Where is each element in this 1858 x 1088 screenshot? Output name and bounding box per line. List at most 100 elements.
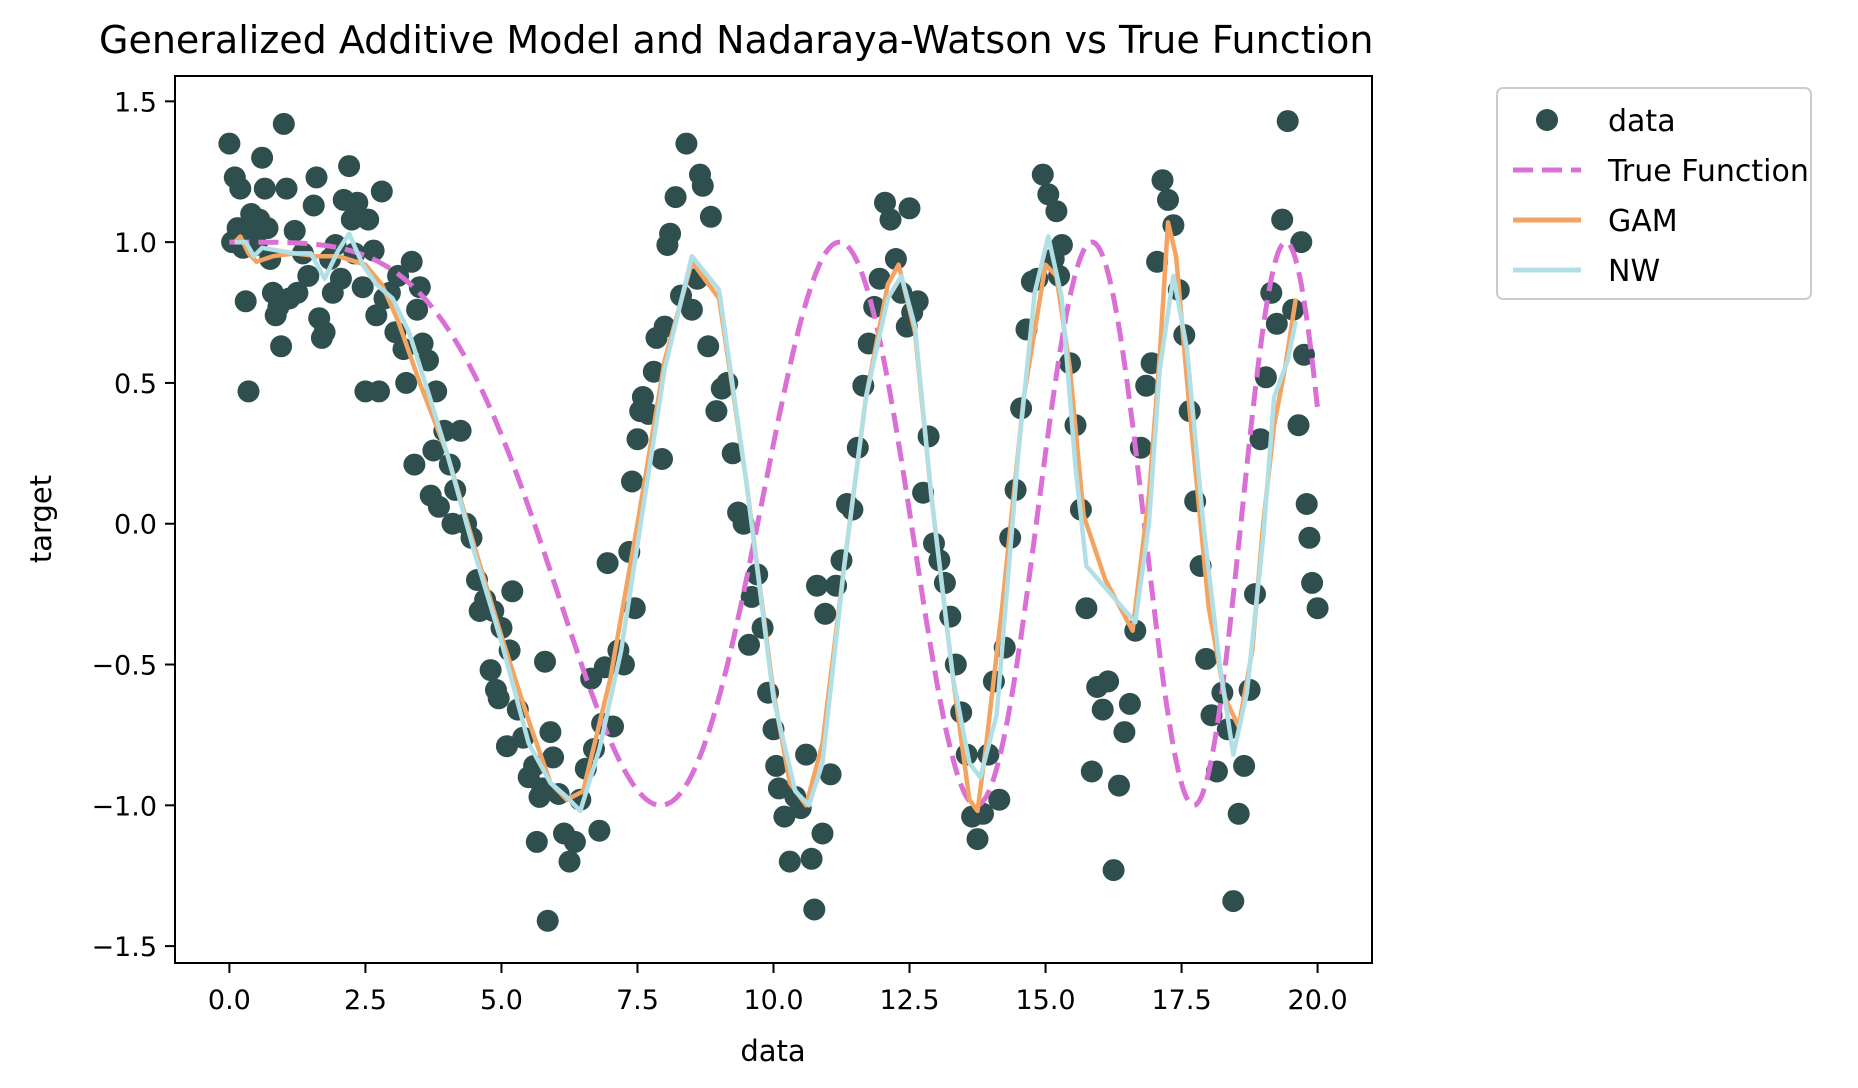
- x-axis-ticks: 0.0 2.5 5.0 7.5 10.0 12.5 15.0 17.5 20.0: [208, 963, 1348, 1016]
- data-point: [879, 208, 902, 231]
- data-point: [1265, 312, 1288, 335]
- data-point: [563, 830, 586, 853]
- data-point: [417, 349, 439, 372]
- data-point: [495, 735, 518, 758]
- data-point: [400, 250, 423, 273]
- data-point: [338, 155, 361, 178]
- data-point: [1050, 234, 1073, 256]
- data-point: [1233, 754, 1256, 777]
- x-tick-label: 15.0: [1015, 985, 1075, 1016]
- data-point: [449, 419, 472, 442]
- legend-label: data: [1608, 104, 1676, 139]
- y-tick-label: 0.0: [114, 510, 157, 541]
- data-point: [966, 828, 989, 851]
- data-point: [1102, 859, 1125, 882]
- legend-item: True Function: [1513, 154, 1809, 189]
- data-point: [806, 574, 828, 597]
- y-tick-label: −0.5: [91, 651, 157, 682]
- data-point: [1271, 208, 1294, 231]
- data-point: [1295, 493, 1318, 515]
- legend-item: GAM: [1513, 204, 1678, 239]
- data-point: [370, 180, 393, 203]
- data-point: [237, 380, 260, 403]
- data-point: [1195, 647, 1218, 670]
- data-point: [767, 777, 790, 800]
- data-point: [1037, 183, 1060, 206]
- data-point: [721, 442, 744, 465]
- data-point: [340, 208, 363, 231]
- data-point: [800, 847, 823, 870]
- chart-title: Generalized Additive Model and Nadaraya-…: [99, 18, 1373, 62]
- data-point: [664, 186, 687, 209]
- legend-label: GAM: [1608, 204, 1678, 239]
- data-point: [1097, 670, 1120, 693]
- data-point: [659, 222, 682, 245]
- data-point: [362, 239, 385, 262]
- data-point: [1045, 200, 1068, 223]
- data-point: [218, 132, 241, 155]
- data-point: [422, 439, 445, 462]
- data-point: [406, 298, 429, 321]
- series-layer: [218, 110, 1329, 932]
- data-point: [272, 112, 295, 135]
- data-point: [542, 746, 565, 769]
- data-point: [738, 633, 760, 656]
- data-point: [778, 850, 801, 873]
- data-point: [588, 819, 611, 842]
- data-point: [906, 290, 929, 313]
- legend: data True Function GAM NW: [1496, 87, 1812, 300]
- data-point: [621, 470, 643, 493]
- data-point: [697, 335, 720, 358]
- data-point: [534, 650, 556, 673]
- data-point: [1298, 526, 1321, 549]
- data-point: [1146, 250, 1169, 273]
- data-point: [408, 276, 431, 299]
- data-point: [283, 219, 306, 242]
- data-point: [1113, 721, 1136, 744]
- data-point: [1108, 774, 1130, 797]
- nw-line: [234, 231, 1299, 814]
- data-point: [479, 659, 502, 682]
- data-point: [651, 448, 673, 470]
- data-point: [988, 788, 1011, 811]
- data-point: [525, 830, 548, 853]
- x-tick-label: 5.0: [480, 985, 523, 1016]
- y-axis-label: target: [24, 475, 58, 563]
- data-point: [680, 298, 703, 321]
- data-point: [675, 132, 698, 155]
- data-point: [874, 191, 896, 214]
- data-point: [944, 653, 967, 676]
- y-tick-label: 1.5: [114, 87, 157, 118]
- data-point: [313, 321, 336, 344]
- data-point: [819, 763, 842, 786]
- data-point: [305, 166, 328, 189]
- data-point: [803, 898, 826, 921]
- data-point: [365, 304, 388, 327]
- data-point: [814, 602, 837, 625]
- data-point: [297, 264, 320, 287]
- data-point: [1135, 374, 1158, 397]
- legend-items: data True Function GAM NW: [1513, 104, 1809, 289]
- data-point: [536, 909, 559, 932]
- data-point: [539, 721, 562, 744]
- x-axis-label: data: [740, 1034, 805, 1068]
- data-point: [868, 267, 891, 290]
- data-point: [329, 267, 352, 290]
- data-point: [1080, 760, 1103, 783]
- data-point: [368, 380, 390, 403]
- data-point: [1151, 169, 1174, 192]
- data-point: [253, 177, 276, 200]
- data-point: [346, 191, 369, 214]
- data-point: [1118, 692, 1141, 715]
- data-point: [1276, 110, 1299, 133]
- y-tick-label: 0.5: [114, 369, 157, 400]
- x-tick-label: 0.0: [208, 985, 251, 1016]
- data-point: [270, 335, 293, 358]
- data-point: [1254, 366, 1277, 389]
- data-point: [357, 208, 380, 231]
- data-point: [1222, 890, 1245, 913]
- data-point: [501, 580, 524, 603]
- y-axis-ticks: −1.5 −1.0 −0.5 0.0 0.5 1.0 1.5: [91, 87, 175, 963]
